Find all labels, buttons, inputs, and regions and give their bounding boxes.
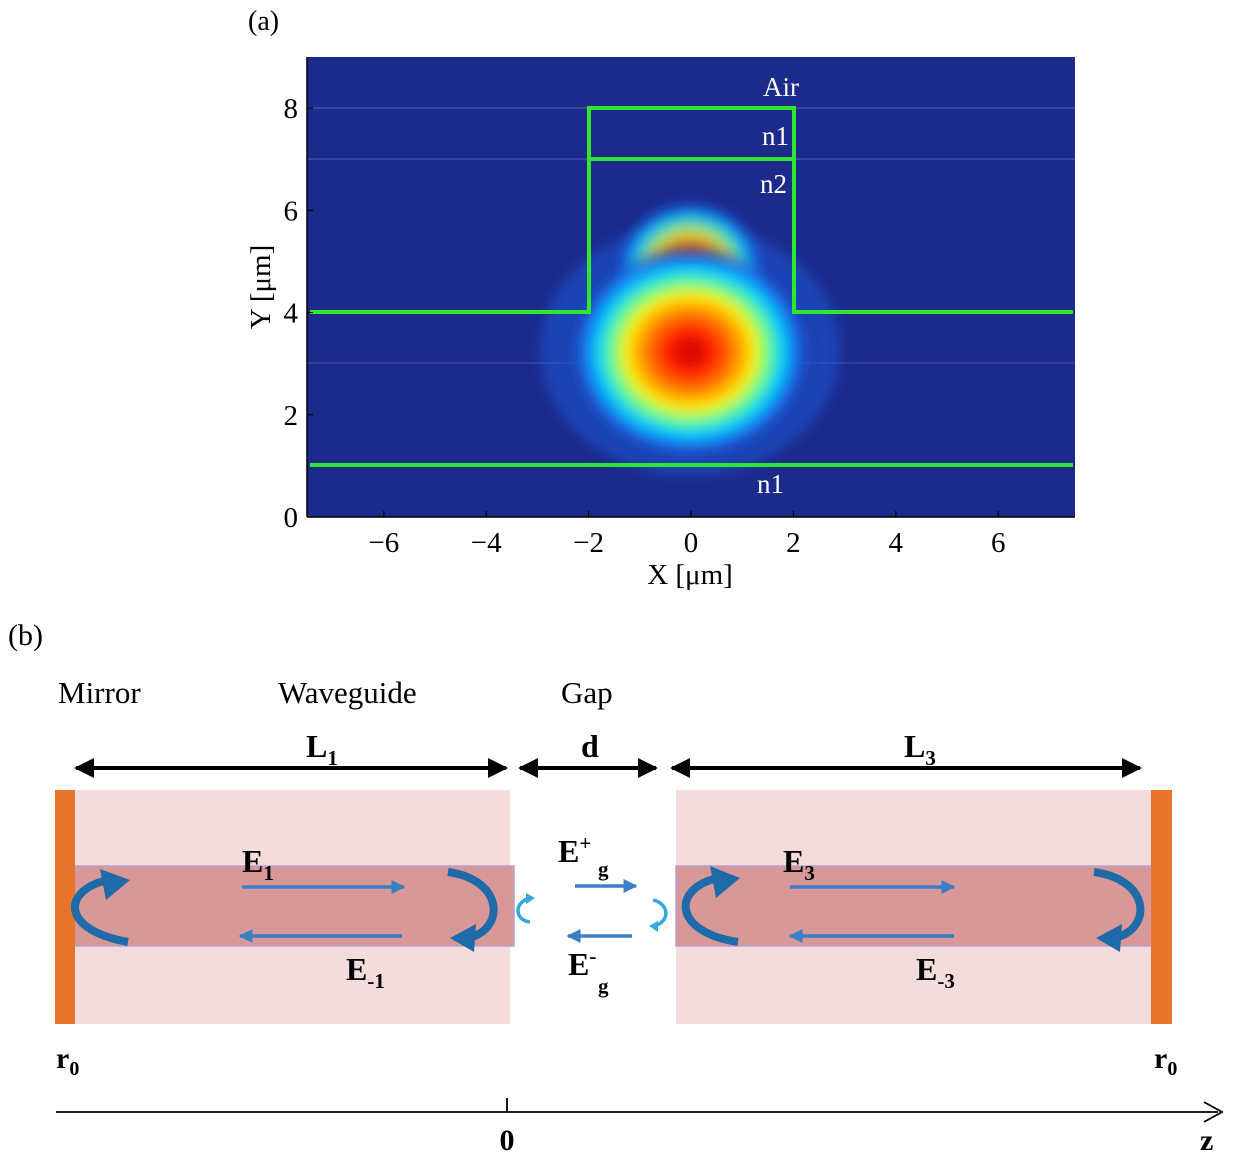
x-tick-label: 6 xyxy=(991,527,1006,559)
x-tick-label: 4 xyxy=(889,527,904,559)
region-label-n2: n2 xyxy=(760,169,787,199)
header-waveguide: Waveguide xyxy=(278,675,417,710)
x-tick-label: −6 xyxy=(368,527,399,559)
waveguide-outline xyxy=(310,106,1073,314)
region-label-n1-bottom: n1 xyxy=(757,469,784,499)
x-tick-label: 2 xyxy=(786,527,801,559)
right-mirror xyxy=(1151,790,1172,1024)
mode-field xyxy=(568,244,812,460)
z-origin-label: 0 xyxy=(500,1124,515,1157)
region-label-n1-top: n1 xyxy=(762,121,789,151)
length-label-l3: L3 xyxy=(904,728,936,770)
right-mirror-curl-icon xyxy=(1093,868,1145,952)
field-label-eg-minus: E-g xyxy=(568,944,609,998)
length-label-d: d xyxy=(581,728,599,764)
z-axis-label: z xyxy=(1200,1124,1213,1157)
field-label-e3: E3 xyxy=(783,843,815,885)
y-tick-label: 6 xyxy=(284,195,299,227)
z-axis-arrowhead xyxy=(1203,1101,1224,1123)
x-tick-labels: −6 −4 −2 0 2 4 6 xyxy=(368,511,1005,559)
left-mirror-curl-icon xyxy=(71,869,130,946)
field-label-e-1: E-1 xyxy=(346,951,385,993)
gap-right-small-curl-icon xyxy=(649,898,668,932)
length-label-l1: L1 xyxy=(306,728,338,770)
x-axis-label: X [μm] xyxy=(647,559,733,591)
right-waveguide-core xyxy=(675,865,1153,947)
y-tick-label: 2 xyxy=(284,400,299,432)
right-gap-curl-icon xyxy=(681,866,740,946)
y-tick-label: 4 xyxy=(284,298,299,330)
field-label-e-3: E-3 xyxy=(916,951,955,993)
y-tick-label: 0 xyxy=(284,502,299,534)
reflector-label-left: r0 xyxy=(56,1042,79,1080)
panel-b-label: (b) xyxy=(8,619,43,652)
header-gap: Gap xyxy=(561,675,613,710)
left-gap-curl-icon xyxy=(447,868,498,952)
y-tick-label: 8 xyxy=(284,93,299,125)
x-tick-label: −4 xyxy=(471,527,502,559)
field-label-eg-plus: E+g xyxy=(558,831,609,881)
x-tick-label: −2 xyxy=(573,527,604,559)
reflector-label-right: r0 xyxy=(1154,1042,1177,1080)
left-waveguide-core xyxy=(73,865,515,947)
panel-a-label: (a) xyxy=(248,6,279,37)
left-mirror xyxy=(55,790,75,1024)
field-label-e1: E1 xyxy=(242,843,274,885)
heatmap-plot: Air n1 n2 n1 xyxy=(306,57,1075,518)
region-label-air: Air xyxy=(763,72,799,102)
y-axis-label: Y [μm] xyxy=(245,245,277,330)
header-mirror: Mirror xyxy=(58,675,141,710)
x-tick-label: 0 xyxy=(684,527,699,559)
gap-left-small-curl-icon xyxy=(516,893,535,924)
y-tick-labels: 0 2 4 6 8 xyxy=(284,93,313,534)
